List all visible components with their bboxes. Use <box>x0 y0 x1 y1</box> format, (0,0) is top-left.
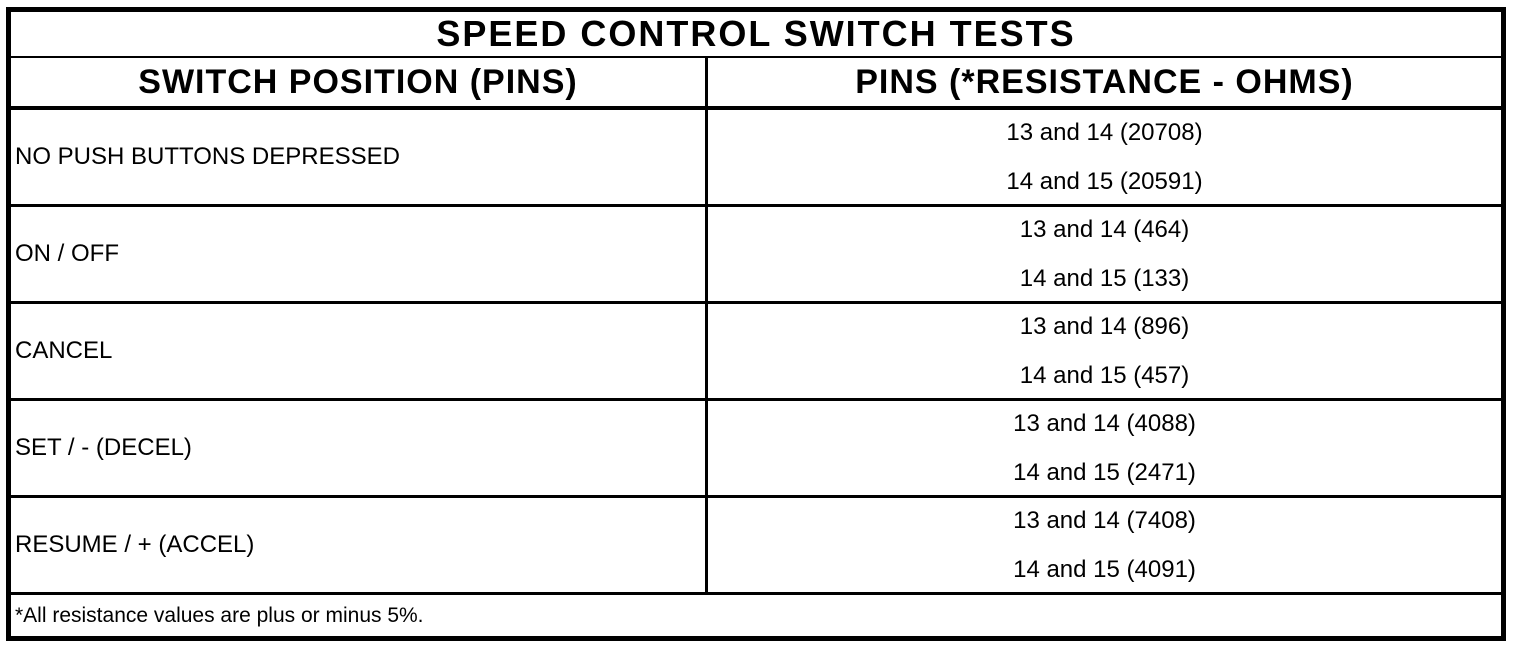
pins-resistance-cell: 13 and 14 (7408) 14 and 15 (4091) <box>708 498 1501 592</box>
table-row: NO PUSH BUTTONS DEPRESSED 13 and 14 (2070… <box>11 110 1501 207</box>
column-header-pins-resistance: PINS (*RESISTANCE - OHMS) <box>855 62 1354 101</box>
table-title-row: SPEED CONTROL SWITCH TESTS <box>11 12 1501 58</box>
pin-resistance-value: 13 and 14 (464) <box>1019 216 1190 243</box>
pins-resistance-cell: 13 and 14 (464) 14 and 15 (133) <box>708 207 1501 301</box>
pin-resistance-value: 14 and 15 (20591) <box>1006 168 1203 195</box>
table-header-row: SWITCH POSITION (PINS) PINS (*RESISTANCE… <box>11 58 1501 110</box>
speed-control-switch-tests-table: SPEED CONTROL SWITCH TESTS SWITCH POSITI… <box>6 7 1506 641</box>
switch-position-cell: SET / - (DECEL) <box>11 401 708 495</box>
switch-position-cell: RESUME / + (ACCEL) <box>11 498 708 592</box>
pin-resistance-value: 13 and 14 (20708) <box>1006 119 1203 146</box>
pin-resistance-value: 14 and 15 (133) <box>1019 265 1190 292</box>
table-footnote-row: *All resistance values are plus or minus… <box>11 595 1501 636</box>
column-header-switch-position: SWITCH POSITION (PINS) <box>11 58 708 106</box>
pins-resistance-cell: 13 and 14 (896) 14 and 15 (457) <box>708 304 1501 398</box>
switch-position-cell: CANCEL <box>11 304 708 398</box>
table-row: ON / OFF 13 and 14 (464) 14 and 15 (133) <box>11 207 1501 304</box>
table-title: SPEED CONTROL SWITCH TESTS <box>436 13 1076 54</box>
table-row: RESUME / + (ACCEL) 13 and 14 (7408) 14 and… <box>11 498 1501 595</box>
pin-resistance-value: 13 and 14 (7408) <box>1013 507 1196 534</box>
switch-position-cell: ON / OFF <box>11 207 708 301</box>
switch-position-cell: NO PUSH BUTTONS DEPRESSED <box>11 110 708 204</box>
pin-resistance-value: 14 and 15 (457) <box>1019 362 1190 389</box>
table-footnote: *All resistance values are plus or minus… <box>15 603 424 627</box>
pin-resistance-value: 13 and 14 (4088) <box>1013 410 1196 437</box>
pin-resistance-value: 13 and 14 (896) <box>1019 313 1190 340</box>
table-row: CANCEL 13 and 14 (896) 14 and 15 (457) <box>11 304 1501 401</box>
table-row: SET / - (DECEL) 13 and 14 (4088) 14 and 15… <box>11 401 1501 498</box>
pins-resistance-cell: 13 and 14 (4088) 14 and 15 (2471) <box>708 401 1501 495</box>
pin-resistance-value: 14 and 15 (4091) <box>1013 556 1196 583</box>
pins-resistance-cell: 13 and 14 (20708) 14 and 15 (20591) <box>708 110 1501 204</box>
pin-resistance-value: 14 and 15 (2471) <box>1013 459 1196 486</box>
